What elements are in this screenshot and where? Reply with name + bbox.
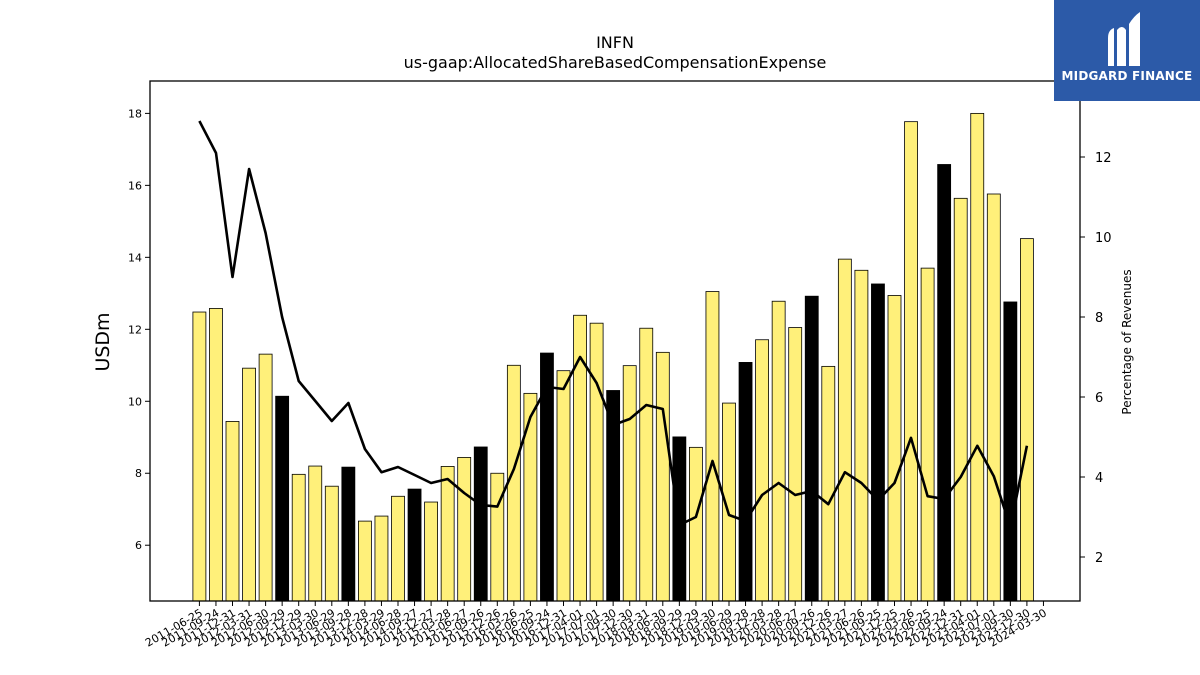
bar xyxy=(341,466,356,602)
y-tick-label: 12 xyxy=(128,323,142,336)
bar xyxy=(324,485,339,602)
bar xyxy=(242,367,256,602)
y-tick-label: 6 xyxy=(135,539,142,552)
bar xyxy=(473,446,488,602)
y-tick-label: 16 xyxy=(128,179,142,192)
bar xyxy=(391,495,405,602)
y2-axis-label: Percentage of Revenues xyxy=(1120,269,1134,414)
bar xyxy=(970,112,985,602)
bar xyxy=(788,327,803,602)
bar xyxy=(225,421,240,602)
bar xyxy=(490,472,505,602)
bar xyxy=(821,365,836,602)
bar xyxy=(407,488,422,602)
bar xyxy=(374,515,389,602)
bar xyxy=(523,392,538,602)
logo-text: MIDGARD FINANCE xyxy=(1061,69,1193,83)
bar xyxy=(506,364,521,602)
bar xyxy=(556,370,571,602)
bar xyxy=(887,295,902,602)
bar xyxy=(705,291,720,602)
bar xyxy=(904,121,918,602)
bar xyxy=(308,465,323,602)
bar xyxy=(871,283,885,602)
bar xyxy=(209,308,223,602)
bar xyxy=(357,520,372,602)
bar xyxy=(457,457,472,602)
bar xyxy=(1020,238,1034,602)
y-tick-label: 8 xyxy=(135,467,142,480)
y2-tick-label: 4 xyxy=(1095,471,1103,486)
y-tick-label: 10 xyxy=(128,395,142,408)
bar xyxy=(854,269,869,602)
y2-tick-label: 6 xyxy=(1095,391,1103,406)
y2-tick-label: 10 xyxy=(1095,231,1112,246)
bar xyxy=(540,352,554,602)
y2-tick-label: 12 xyxy=(1095,151,1112,166)
bar xyxy=(440,466,455,602)
bar xyxy=(937,164,952,602)
bar xyxy=(192,311,207,602)
bar xyxy=(804,295,819,602)
bar xyxy=(920,267,935,602)
y2-tick-label: 8 xyxy=(1095,311,1103,326)
bar xyxy=(953,197,968,602)
bar xyxy=(837,258,852,602)
bar xyxy=(986,193,1001,602)
series-line xyxy=(198,120,1029,529)
chart-title: INFN xyxy=(596,33,634,52)
bar xyxy=(755,339,769,602)
bar xyxy=(589,322,604,602)
bar xyxy=(639,327,654,602)
bars-layer xyxy=(192,112,1034,602)
y-tick-label: 14 xyxy=(128,251,142,264)
midgard-finance-logo-icon xyxy=(1108,12,1140,66)
line-layer xyxy=(198,120,1029,529)
y-tick-label: 18 xyxy=(128,107,142,120)
plot-frame xyxy=(149,80,1081,602)
bar xyxy=(622,365,637,602)
bar xyxy=(424,501,439,602)
brand-logo: MIDGARD FINANCE xyxy=(1054,0,1200,101)
bar xyxy=(258,353,273,602)
chart-subtitle: us-gaap:AllocatedShareBasedCompensationE… xyxy=(404,53,827,72)
y-axis-label: USDm xyxy=(92,312,114,371)
bar xyxy=(689,446,703,602)
bar xyxy=(738,362,753,602)
bar xyxy=(1003,301,1018,602)
bar xyxy=(771,300,786,602)
bar xyxy=(275,395,290,602)
bar xyxy=(291,473,306,602)
bar xyxy=(655,351,670,602)
y2-tick-label: 2 xyxy=(1095,551,1103,566)
